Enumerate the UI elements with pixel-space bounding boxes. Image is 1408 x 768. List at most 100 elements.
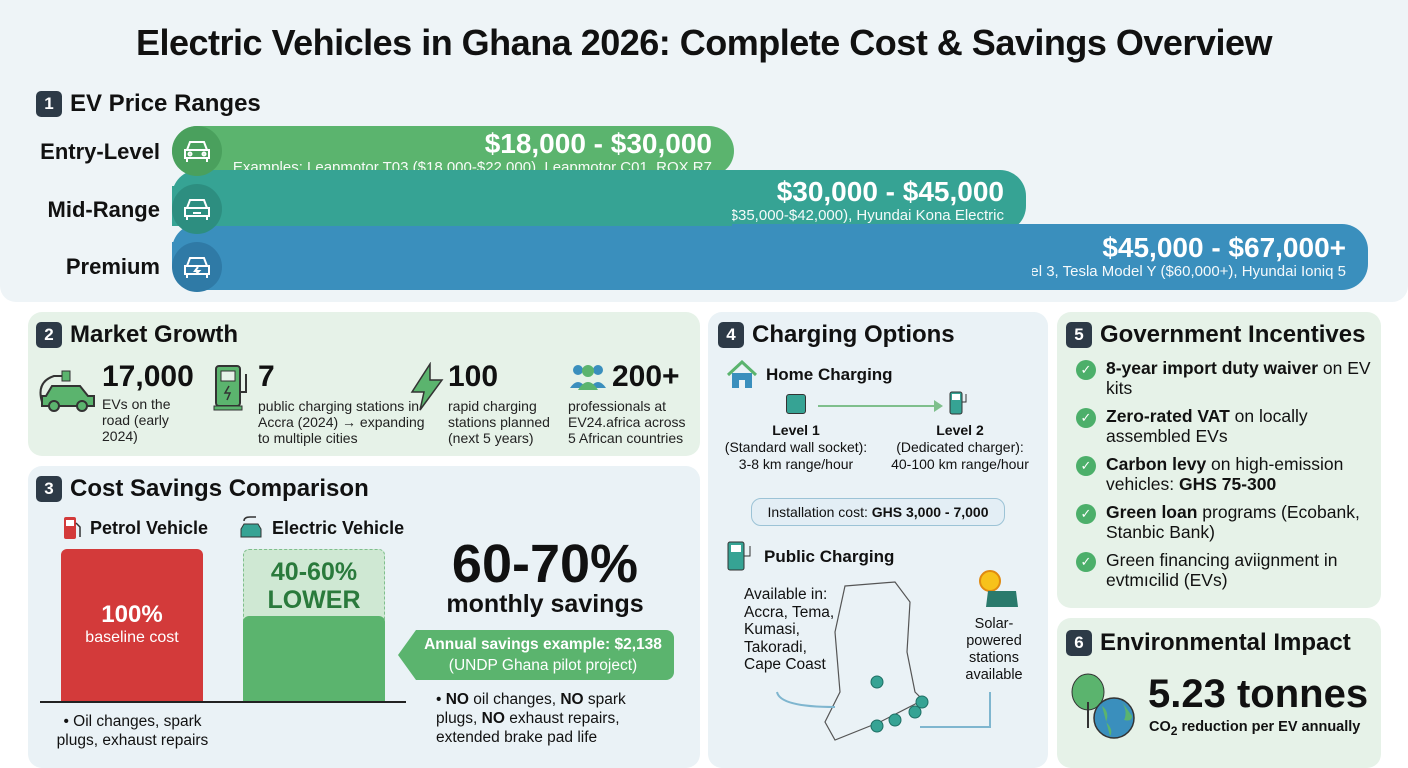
t: 8-year import duty waiver [1106,358,1319,378]
t: reduction per EV annually [1177,719,1361,735]
price-range: $45,000 - $67,000+ [1102,232,1346,263]
stat-value: 17,000 [102,360,194,393]
level2-info: Level 2 (Dedicated charger): 40-100 km r… [880,422,1040,473]
section-title: EV Price Ranges [70,90,261,117]
label-text: Petrol Vehicle [90,517,209,538]
t: (Standard wall socket): [724,439,868,455]
section-number: 4 [718,322,744,348]
tier-label-entry: Entry-Level [40,139,160,164]
section-title: Government Incentives [1100,321,1366,348]
stat-professionals: 200+ professionals at EV24.africa across … [568,362,693,447]
available-cities: Available in: Accra, Tema, Kumasi, Takor… [744,586,844,674]
solar-note: Solar-powered stations available [965,616,1023,683]
arrow-line [818,405,936,407]
t: NO [560,691,584,708]
incentive-item: ✓ Green financing aviignment in evtmıcili… [1076,550,1376,590]
label: Public Charging [764,547,895,566]
annual-savings-callout: Annual savings example: $2,138 (UNDP Gha… [398,630,674,680]
price-bar-entry: $18,000 - $30,000 Examples: Leapmotor T0… [172,126,734,176]
electric-car-icon [172,242,222,292]
section-number: 2 [36,322,62,348]
label-text: Electric Vehicle [272,517,405,538]
check-icon: ✓ [1076,504,1096,524]
t: 2 [1170,723,1178,738]
t: 3-8 km range/hour [738,456,854,472]
co2-desc: CO2 reduction per EV annually [1149,719,1360,738]
t: Level 2 [936,422,984,438]
section-2-header: 2 Market Growth [36,321,238,349]
level1-info: Level 1 (Standard wall socket): 3-8 km r… [716,422,876,473]
stat-evs-on-road: 17,000 EVs on the road (early 2024) [36,362,202,444]
petrol-cost-bar: 100% baseline cost [61,549,203,701]
t: CO [1149,719,1171,735]
fuel-pump-icon [64,517,81,539]
charger-icon [949,391,967,415]
bar-value: 100% [101,601,163,628]
government-incentives-panel [1057,312,1381,608]
incentives-list: ✓ 8-year import duty waiver on EV kits ✓ Z… [1076,358,1376,598]
bar-fill [172,242,1032,290]
t: NO [445,691,469,708]
charging-station-icon [213,365,247,411]
section-number: 1 [36,91,62,117]
bar-sub: baseline cost [85,629,179,646]
page-title: Electric Vehicles in Ghana 2026: Complet… [136,22,1272,63]
savings-sub: monthly savings [446,590,644,618]
incentive-item: ✓ Zero-rated VAT on locally assembled EVs [1076,406,1376,446]
petrol-note: • Oil changes, spark plugs, exhaust repa… [56,713,209,749]
t: Level 1 [772,422,820,438]
t: 40-100 km range/hour [891,456,1029,472]
co2-value: 5.23 tonnes [1148,672,1369,716]
t: on locally assembled EVs [1106,406,1308,446]
home-charging-header: Home Charging [726,360,893,390]
t: on high-emission vehicles: [1106,454,1344,494]
t: Available in: [744,586,828,603]
t: Zero-rated VAT [1106,406,1230,426]
price-range: $18,000 - $30,000 [484,128,712,159]
section-6-header: 6 Environmental Impact [1066,629,1351,657]
environmental-impact-panel [1057,618,1381,768]
t: • [436,691,446,708]
ev-cost-bar [243,616,385,701]
savings-headline: 60-70% [451,534,639,594]
arrow-head [934,400,943,412]
price-range: $30,000 - $45,000 [776,176,1004,207]
t: exhaust repairs, extended brake pad life [436,710,620,746]
section-title: Environmental Impact [1100,629,1351,656]
chart-baseline [40,701,406,703]
t: NO [481,710,505,727]
callout-line2: (UNDP Ghana pilot project) [448,657,638,674]
ev-car-icon [240,516,262,538]
tier-label-mid: Mid-Range [47,197,160,222]
ev-plug-car-icon [39,370,95,412]
section-1-header: 1 EV Price Ranges [36,90,261,118]
stat-desc: EVs on the road (early 2024) [102,396,171,444]
t: (Dedicated charger): [896,439,1024,455]
charging-options-panel [708,312,1048,768]
t: Green loan [1106,502,1198,522]
incentive-item: ✓ Carbon levy on high-emission vehicles: … [1076,454,1376,494]
tier-label-premium: Premium [65,254,160,279]
t: oil changes, [468,691,561,708]
t: Carbon levy [1106,454,1207,474]
section-number: 3 [36,476,62,502]
stat-desc: professionals at EV24.africa across 5 Af… [568,398,686,446]
section-title: Market Growth [70,321,239,348]
t: Green financing aviignment in evtmıcilid… [1106,550,1338,590]
t: Accra, Tema, Kumasi, Takoradi, Cape Coas… [744,603,835,674]
public-charging-header: Public Charging [726,540,894,574]
petrol-label: Petrol Vehicle [62,515,208,541]
tree-globe-icon [1071,673,1135,739]
check-icon: ✓ [1076,408,1096,428]
stat-charging-stations: 7 public charging stations in Accra (2024… [212,362,434,446]
t: GHS 3,000 - 7,000 [871,504,989,520]
charging-station-icon [727,541,751,571]
section-3-header: 3 Cost Savings Comparison [36,475,369,503]
lightning-icon [410,362,444,411]
label: Home Charging [766,365,893,384]
t: programs (Ecobank, Stanbic Bank) [1106,502,1360,542]
t: Installation cost: [767,504,872,520]
ev-label: Electric Vehicle [238,515,404,541]
car-icon [172,184,222,234]
callout-line1: Annual savings example: $2,138 [424,636,662,653]
